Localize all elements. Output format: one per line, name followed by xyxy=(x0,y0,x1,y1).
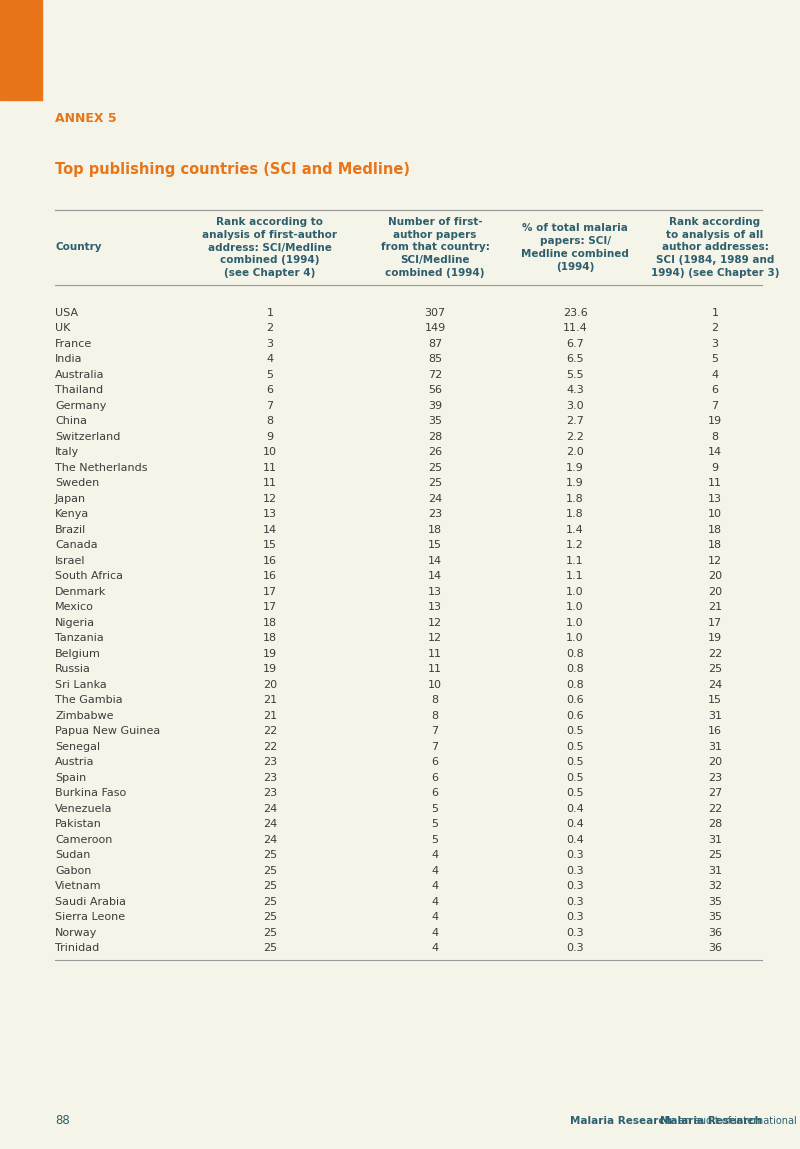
Text: 25: 25 xyxy=(263,850,277,861)
Text: 4: 4 xyxy=(711,370,718,380)
Text: 10: 10 xyxy=(708,509,722,519)
Text: 25: 25 xyxy=(263,927,277,938)
Text: 0.3: 0.3 xyxy=(566,850,584,861)
Text: Rank according to
analysis of first-author
address: SCI/Medline
combined (1994)
: Rank according to analysis of first-auth… xyxy=(202,217,338,278)
Text: 25: 25 xyxy=(263,912,277,923)
Text: 10: 10 xyxy=(263,447,277,457)
Text: 0.8: 0.8 xyxy=(566,649,584,658)
Text: Pakistan: Pakistan xyxy=(55,819,102,830)
Text: 6: 6 xyxy=(266,385,274,395)
Text: UK: UK xyxy=(55,323,70,333)
Text: Saudi Arabia: Saudi Arabia xyxy=(55,896,126,907)
Text: 28: 28 xyxy=(428,432,442,441)
Text: Mexico: Mexico xyxy=(55,602,94,612)
Text: 23: 23 xyxy=(263,788,277,799)
Text: Country: Country xyxy=(55,242,102,253)
Text: 8: 8 xyxy=(431,711,438,720)
Text: 2: 2 xyxy=(711,323,718,333)
Text: 11: 11 xyxy=(263,478,277,488)
Text: Australia: Australia xyxy=(55,370,105,380)
Text: 26: 26 xyxy=(428,447,442,457)
Text: Switzerland: Switzerland xyxy=(55,432,120,441)
Text: 35: 35 xyxy=(428,416,442,426)
Text: 12: 12 xyxy=(708,556,722,565)
Text: 0.5: 0.5 xyxy=(566,773,584,782)
Text: 13: 13 xyxy=(708,494,722,503)
Text: 20: 20 xyxy=(708,571,722,581)
Text: Belgium: Belgium xyxy=(55,649,101,658)
Text: Austria: Austria xyxy=(55,757,94,768)
Text: France: France xyxy=(55,339,92,349)
Text: Sierra Leone: Sierra Leone xyxy=(55,912,125,923)
Text: 25: 25 xyxy=(263,943,277,954)
Text: 0.6: 0.6 xyxy=(566,695,584,705)
Text: 25: 25 xyxy=(708,664,722,674)
Text: 3: 3 xyxy=(266,339,274,349)
Text: 28: 28 xyxy=(708,819,722,830)
Text: 14: 14 xyxy=(708,447,722,457)
Text: 85: 85 xyxy=(428,354,442,364)
Text: Vietnam: Vietnam xyxy=(55,881,102,892)
Text: Sweden: Sweden xyxy=(55,478,99,488)
Text: 1.0: 1.0 xyxy=(566,602,584,612)
Text: 19: 19 xyxy=(708,416,722,426)
Text: 22: 22 xyxy=(263,726,277,737)
Text: 15: 15 xyxy=(263,540,277,550)
Text: 22: 22 xyxy=(708,649,722,658)
Text: Italy: Italy xyxy=(55,447,79,457)
Text: 3.0: 3.0 xyxy=(566,401,584,410)
Text: 5: 5 xyxy=(431,819,438,830)
Text: 0.4: 0.4 xyxy=(566,804,584,813)
Text: 17: 17 xyxy=(263,602,277,612)
Text: 7: 7 xyxy=(431,742,438,751)
Text: 24: 24 xyxy=(263,804,277,813)
Text: 31: 31 xyxy=(708,742,722,751)
Text: 7: 7 xyxy=(266,401,274,410)
Text: The Netherlands: The Netherlands xyxy=(55,463,147,472)
Text: 21: 21 xyxy=(263,695,277,705)
Text: 5: 5 xyxy=(266,370,274,380)
Text: 22: 22 xyxy=(708,804,722,813)
Text: 88: 88 xyxy=(55,1115,70,1127)
Text: 1.2: 1.2 xyxy=(566,540,584,550)
Text: 25: 25 xyxy=(428,463,442,472)
Text: 3: 3 xyxy=(711,339,718,349)
Text: 25: 25 xyxy=(428,478,442,488)
Text: 24: 24 xyxy=(263,819,277,830)
Text: 10: 10 xyxy=(428,680,442,689)
Text: % of total malaria
papers: SCI/
Medline combined
(1994): % of total malaria papers: SCI/ Medline … xyxy=(521,223,629,271)
Text: Rank according
to analysis of all
author addresses:
SCI (1984, 1989 and
1994) (s: Rank according to analysis of all author… xyxy=(650,217,779,278)
Text: Number of first-
author papers
from that country:
SCI/Medline
combined (1994): Number of first- author papers from that… xyxy=(381,217,490,278)
Text: 149: 149 xyxy=(424,323,446,333)
Text: 6: 6 xyxy=(431,757,438,768)
Text: Gabon: Gabon xyxy=(55,865,91,876)
Text: 2.0: 2.0 xyxy=(566,447,584,457)
Text: 23: 23 xyxy=(263,757,277,768)
Text: 23: 23 xyxy=(263,773,277,782)
Text: 15: 15 xyxy=(428,540,442,550)
Text: 5: 5 xyxy=(711,354,718,364)
Text: 18: 18 xyxy=(708,540,722,550)
Text: 11.4: 11.4 xyxy=(562,323,587,333)
Text: 23: 23 xyxy=(428,509,442,519)
Text: 19: 19 xyxy=(708,633,722,643)
Text: 16: 16 xyxy=(263,571,277,581)
Text: 4: 4 xyxy=(431,881,438,892)
Text: Sri Lanka: Sri Lanka xyxy=(55,680,106,689)
Text: 1: 1 xyxy=(266,308,274,318)
Text: 1.9: 1.9 xyxy=(566,463,584,472)
Text: 0.3: 0.3 xyxy=(566,865,584,876)
Text: 20: 20 xyxy=(708,587,722,596)
Text: 0.5: 0.5 xyxy=(566,757,584,768)
Text: Germany: Germany xyxy=(55,401,106,410)
Text: 31: 31 xyxy=(708,865,722,876)
Text: 27: 27 xyxy=(708,788,722,799)
Text: 4: 4 xyxy=(431,912,438,923)
Text: Malaria Research: Malaria Research xyxy=(660,1116,762,1126)
Text: 17: 17 xyxy=(263,587,277,596)
Text: 0.4: 0.4 xyxy=(566,835,584,845)
Text: : an audit of international activity: : an audit of international activity xyxy=(672,1116,800,1126)
Text: Norway: Norway xyxy=(55,927,98,938)
Text: 36: 36 xyxy=(708,943,722,954)
Text: 25: 25 xyxy=(263,881,277,892)
